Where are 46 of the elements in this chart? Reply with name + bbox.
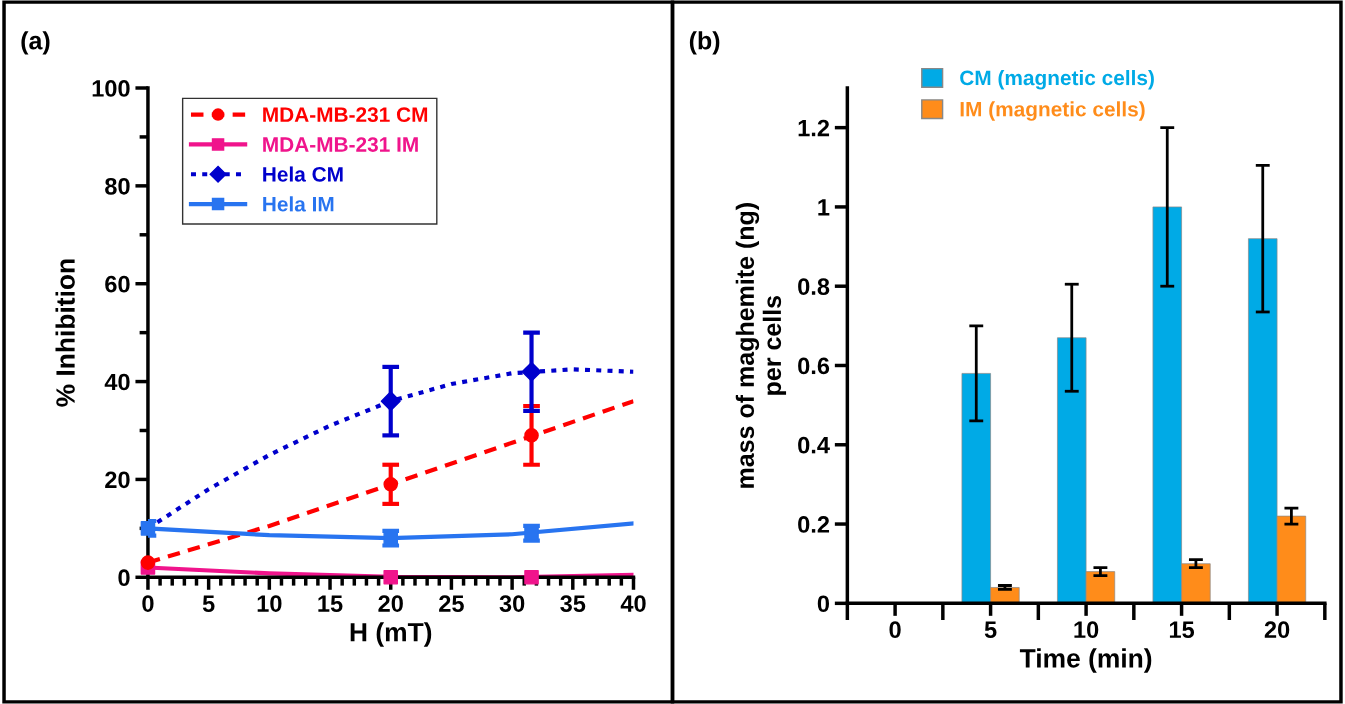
x-tick-label: 40 bbox=[620, 595, 646, 612]
x-tick-label: 15 bbox=[1169, 621, 1195, 639]
y-tick-label: 0.2 bbox=[798, 516, 830, 533]
x-tick-label: 35 bbox=[560, 595, 586, 613]
y-tick-label: 0.4 bbox=[798, 436, 830, 454]
point bbox=[383, 477, 399, 492]
legend-label: CM (magnetic cells) bbox=[960, 69, 1154, 90]
chart-title: (b) bbox=[689, 31, 720, 55]
chart-title: (a) bbox=[21, 31, 50, 55]
x-tick-label: 10 bbox=[1074, 621, 1099, 639]
point bbox=[521, 361, 542, 382]
x-axis-title: H (mT) bbox=[350, 622, 432, 647]
x-axis-title: Time (min) bbox=[1019, 648, 1152, 673]
y-tick-label: 1.2 bbox=[798, 119, 830, 137]
y-tick-label: 100 bbox=[92, 80, 130, 97]
legend-label: IM (magnetic cells) bbox=[960, 101, 1145, 121]
x-tick-label: 15 bbox=[318, 595, 343, 612]
x-tick-label: 0 bbox=[889, 621, 901, 639]
point bbox=[140, 521, 156, 536]
y-axis-title: mass of maghemite (ng) per cells bbox=[735, 203, 787, 488]
x-tick-label: 20 bbox=[1264, 621, 1290, 639]
point bbox=[524, 428, 539, 443]
x-tick-label: 10 bbox=[257, 595, 282, 612]
y-tick-label: 80 bbox=[105, 177, 130, 195]
legend-label: Hela CM bbox=[263, 166, 343, 182]
x-tick-label: 0 bbox=[142, 595, 154, 612]
x-tick-label: 25 bbox=[439, 595, 464, 612]
legend-label: Hela IM bbox=[263, 196, 334, 212]
x-tick-label: 20 bbox=[378, 595, 403, 612]
point bbox=[380, 391, 401, 412]
point bbox=[524, 569, 539, 585]
y-tick-label: 1 bbox=[818, 199, 830, 216]
x-tick-label: 5 bbox=[202, 595, 215, 612]
y-tick-label: 60 bbox=[105, 275, 130, 293]
legend-label: MDA-MB-231 IM bbox=[263, 137, 418, 152]
legend-label: MDA-MB-231 CM bbox=[263, 107, 428, 123]
y-tick-label: 0 bbox=[118, 569, 130, 587]
x-tick-label: 30 bbox=[499, 595, 525, 613]
point bbox=[140, 555, 156, 570]
y-axis-title: % Inhibition bbox=[55, 259, 75, 407]
y-tick-label: 0.8 bbox=[798, 278, 830, 295]
x-tick-label: 5 bbox=[984, 621, 997, 639]
point bbox=[383, 569, 399, 585]
y-tick-label: 0.6 bbox=[798, 357, 830, 375]
y-tick-label: 20 bbox=[105, 471, 130, 489]
y-tick-label: 40 bbox=[104, 373, 130, 391]
